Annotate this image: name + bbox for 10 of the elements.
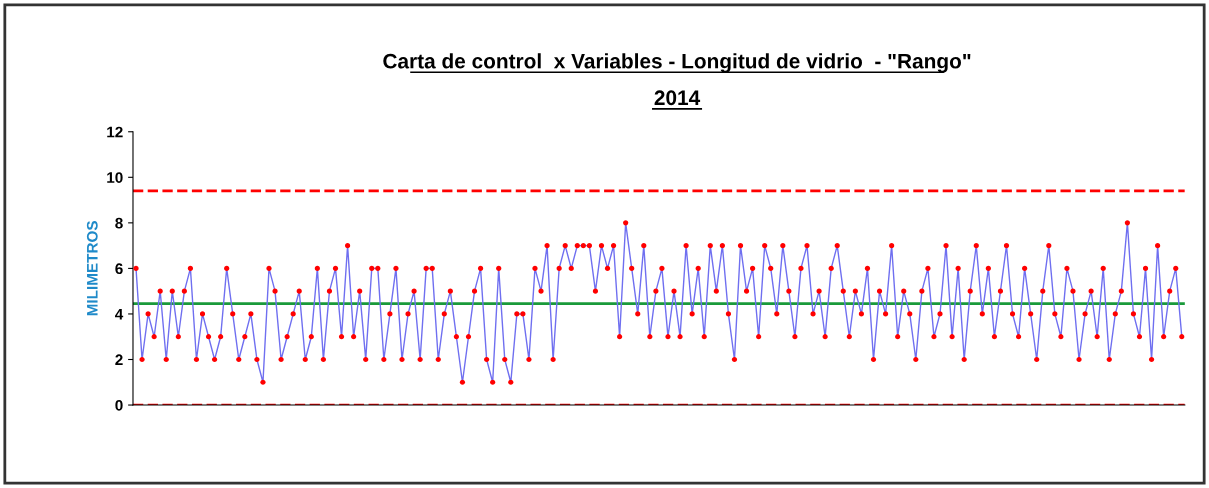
y-tick-label: 4 (115, 308, 124, 320)
y-tick-label: 12 (107, 126, 123, 138)
chart-subtitle: 2014 (654, 90, 701, 106)
y-tick-label: 8 (115, 217, 123, 229)
y-tick-label: 10 (107, 172, 123, 183)
y-tick-label: 0 (115, 399, 123, 411)
chart-title: Carta de control x Variables - Longitud de vidrio - "Rango" (383, 53, 971, 73)
y-tick-label: 6 (115, 263, 123, 275)
y-axis-title: MILIMETROS (86, 221, 98, 316)
y-tick-label: 2 (115, 354, 123, 366)
